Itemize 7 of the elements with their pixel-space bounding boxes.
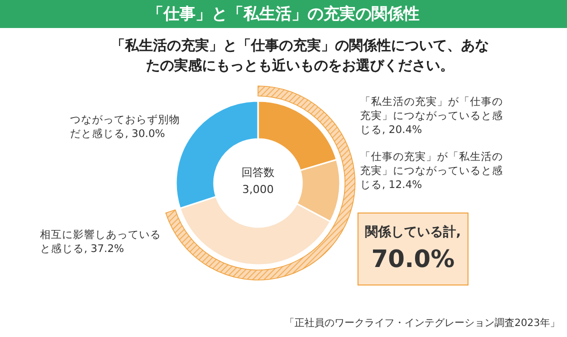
text: 70.0% [370,245,456,273]
text: 3,000 [242,183,274,196]
subtitle: 「私生活の充実」と「仕事の充実」の関係性について、あなたの実感にもっとも近いものをお選びください。 [110,36,490,76]
text: 「正社員のワークライフ・インテグレーション調査2023年」 [284,316,560,330]
text: 関係している計, [364,224,462,241]
title: 「仕事」と「私生活」の充実の関係性 [0,0,567,28]
text: 回答数 [242,166,274,179]
